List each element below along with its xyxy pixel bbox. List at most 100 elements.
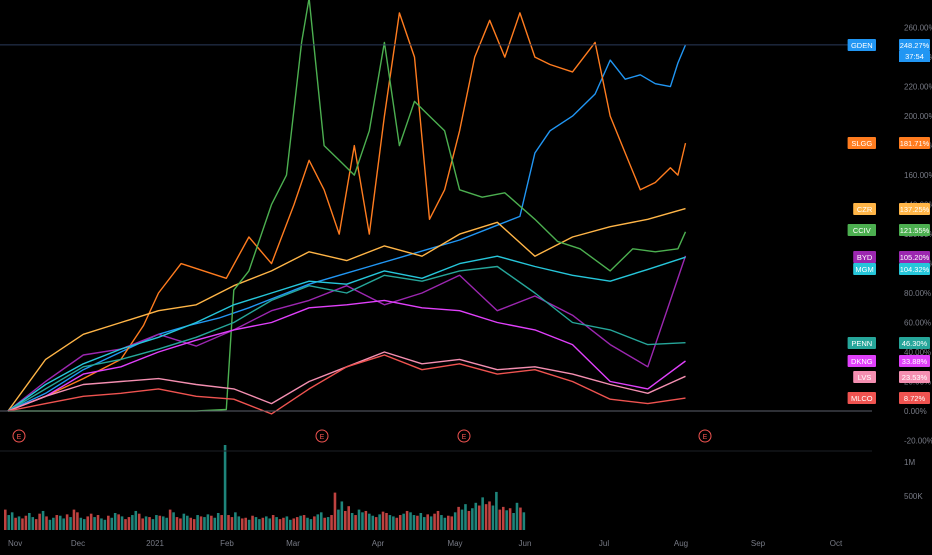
- volume-bar: [460, 509, 464, 530]
- x-tick-label: Nov: [8, 539, 22, 548]
- volume-bar: [357, 509, 361, 530]
- series-value-tag: [899, 337, 930, 349]
- volume-bar: [405, 510, 409, 530]
- series-line-cciv: [8, 0, 687, 412]
- volume-bar: [285, 516, 289, 530]
- volume-bar: [519, 507, 522, 530]
- volume-bar: [220, 515, 223, 530]
- volume-bar: [474, 502, 478, 530]
- volume-bar: [477, 505, 481, 530]
- y-tick-label: 260.00%: [904, 24, 932, 33]
- volume-bar: [72, 509, 76, 530]
- volume-bar: [515, 502, 519, 530]
- volume-bar: [237, 516, 241, 530]
- volume-bar: [306, 517, 309, 530]
- volume-bar: [392, 516, 395, 530]
- event-marker-label: E: [703, 434, 708, 441]
- volume-bar: [343, 510, 347, 530]
- volume-bar: [230, 517, 234, 530]
- series-name-tag: [847, 355, 876, 367]
- series-value-tag-text: 104.32%: [900, 265, 930, 274]
- volume-bar: [488, 501, 491, 530]
- series-name-tag-text: CCIV: [853, 226, 871, 235]
- volume-bar: [189, 517, 193, 530]
- volume-bar: [96, 515, 100, 530]
- volume-bar: [498, 509, 502, 530]
- event-marker-label: E: [17, 434, 22, 441]
- series-line-mlco: [7, 354, 686, 415]
- countdown-tag: [899, 51, 930, 62]
- series-value-tag-text: 181.71%: [900, 139, 930, 148]
- volume-bar: [168, 509, 172, 530]
- volume-bar: [113, 513, 117, 530]
- volume-bar: [213, 517, 217, 530]
- volume-bar: [447, 515, 450, 530]
- volume-bar: [254, 517, 258, 530]
- event-marker: [698, 429, 712, 443]
- volume-bar: [34, 519, 38, 530]
- series-value-tag-text: 23.53%: [902, 373, 928, 382]
- series-value-tag-text: 121.55%: [900, 226, 930, 235]
- x-tick-label: Oct: [830, 539, 843, 548]
- volume-bar: [186, 515, 189, 530]
- series-name-tag-text: SLGG: [851, 139, 872, 148]
- volume-bar: [388, 515, 392, 530]
- volume-bar: [512, 513, 515, 530]
- volume-bar: [371, 515, 375, 530]
- volume-bar: [368, 513, 371, 530]
- volume-bar: [31, 517, 35, 530]
- volume-bar: [86, 516, 89, 530]
- series-line-penn: [7, 265, 686, 412]
- volume-bar: [172, 512, 175, 530]
- volume-bar: [416, 515, 419, 530]
- event-marker: [12, 429, 26, 443]
- volume-bar: [268, 518, 272, 530]
- y-tick-label: 200.00%: [904, 112, 932, 121]
- volume-bar: [210, 515, 213, 530]
- volume-tick-label: 1M: [904, 458, 915, 467]
- volume-bar: [38, 513, 41, 530]
- volume-bar: [419, 513, 423, 530]
- volume-bar: [244, 517, 247, 530]
- volume-bar: [155, 515, 158, 530]
- x-tick-label: Aug: [674, 539, 688, 548]
- volume-bar: [107, 515, 110, 530]
- y-tick-label: 0.00%: [904, 407, 927, 416]
- x-tick-label: Dec: [71, 539, 85, 548]
- volume-bar: [433, 513, 436, 530]
- volume-bar: [278, 519, 282, 530]
- series-value-tag: [899, 371, 930, 383]
- series-value-tag: [899, 224, 930, 236]
- volume-bar: [52, 517, 55, 530]
- volume-bar: [350, 513, 354, 530]
- volume-bar: [62, 518, 65, 530]
- volume-bar: [82, 519, 86, 530]
- volume-bar: [495, 491, 498, 530]
- series-name-tag: [853, 203, 876, 215]
- volume-bar: [203, 517, 206, 530]
- volume-bar: [21, 518, 24, 530]
- volume-bar: [299, 515, 302, 530]
- volume-bar: [247, 519, 251, 530]
- volume-bar: [110, 517, 114, 530]
- volume-bar: [58, 515, 62, 530]
- volume-bar: [443, 517, 447, 530]
- volume-bar: [199, 516, 203, 530]
- x-tick-label: Apr: [372, 539, 385, 548]
- volume-bar: [89, 513, 93, 530]
- series-name-tag-text: BYD: [857, 253, 873, 262]
- x-tick-label: Sep: [751, 539, 766, 548]
- volume-bar: [282, 517, 285, 530]
- event-marker-label: E: [320, 434, 325, 441]
- volume-bar: [14, 517, 17, 530]
- volume-bar: [182, 513, 186, 530]
- volume-bar: [491, 505, 495, 530]
- series-name-tag: [847, 137, 876, 149]
- volume-bar: [148, 517, 151, 530]
- series-value-tag: [899, 137, 930, 149]
- volume-bar: [295, 517, 299, 530]
- series-name-tag-text: CZR: [857, 205, 873, 214]
